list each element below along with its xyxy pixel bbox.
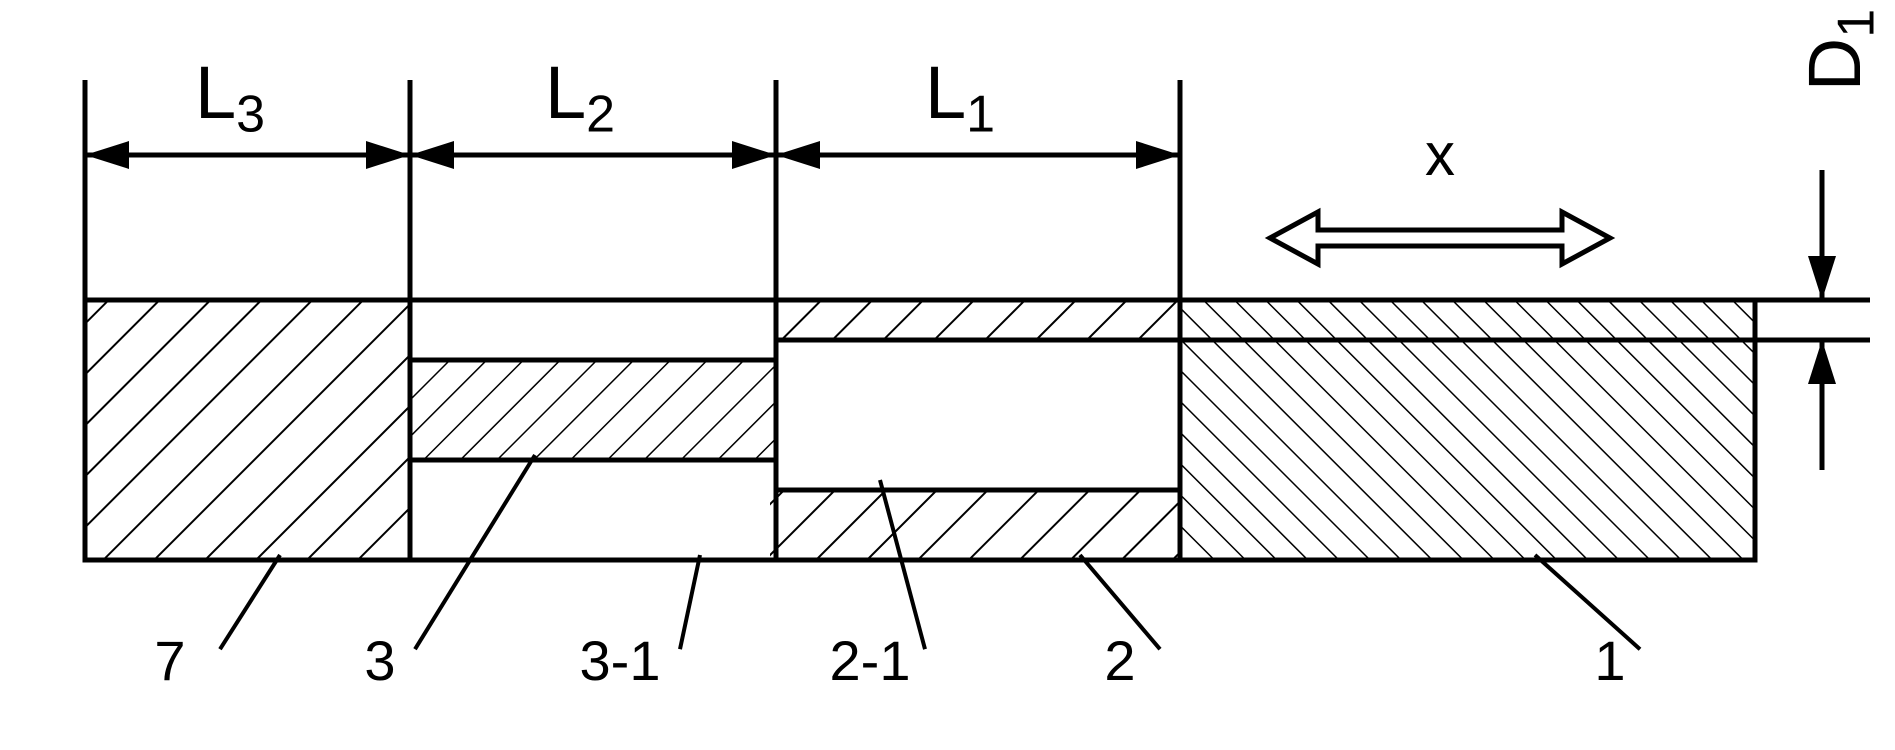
x-label: x (1425, 121, 1455, 188)
leader-3-1 (680, 555, 700, 649)
callout-7: 7 (154, 629, 185, 692)
callout-2-1: 2-1 (830, 629, 911, 692)
callout-2: 2 (1104, 629, 1135, 692)
x-double-arrow (1270, 212, 1610, 264)
dim-label-l3: L3 (195, 51, 265, 143)
leader-7 (220, 555, 280, 649)
callout-3: 3 (364, 629, 395, 692)
dim-label-d1: D1 (1793, 9, 1885, 91)
callout-1: 1 (1594, 629, 1625, 692)
callout-3-1: 3-1 (580, 629, 661, 692)
region-3 (410, 360, 776, 460)
region-2-top (770, 300, 1180, 340)
region-2-bottom (770, 490, 1180, 560)
dim-label-l2: L2 (545, 51, 615, 143)
region-7 (85, 300, 410, 560)
leader-3 (415, 455, 535, 649)
dim-label-l1: L1 (925, 51, 995, 143)
